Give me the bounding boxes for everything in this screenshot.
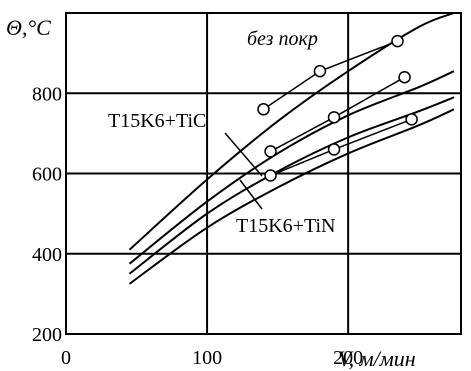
- experiment-point: [398, 70, 411, 84]
- label-tic: T15K6+TiC: [108, 110, 206, 132]
- experiment-point: [327, 143, 341, 156]
- experiment-point: [264, 169, 277, 182]
- leader-line-tin: [239, 179, 263, 210]
- leader-line-tic: [224, 132, 263, 177]
- label-uncoated: без покр: [247, 28, 318, 50]
- x-tick-label: 200: [333, 347, 363, 369]
- tick-labels: 0 100 200 200 400 600 800: [32, 83, 363, 369]
- y-tick-label: 800: [32, 83, 62, 105]
- series-line-4: [128, 108, 455, 285]
- y-tick-label: 600: [32, 164, 62, 186]
- series-line-1: [128, 12, 455, 251]
- y-axis-label: Θ,°C: [6, 15, 51, 40]
- experiment-point: [257, 103, 270, 116]
- experiment-point: [391, 34, 404, 48]
- grid: [66, 13, 461, 334]
- series-line-3: [128, 96, 455, 275]
- plot-frame: [65, 12, 462, 335]
- experiment-point: [313, 64, 327, 78]
- y-tick-label: 200: [32, 324, 62, 346]
- leader-lines: [224, 132, 263, 210]
- series-lines: [128, 12, 455, 285]
- experiment-points: [257, 34, 418, 182]
- x-axis-label: V, м/мин: [338, 346, 416, 371]
- x-tick-label: 100: [192, 347, 222, 369]
- experiment-point: [405, 113, 418, 126]
- series-line-2: [128, 70, 455, 265]
- experiment-point: [264, 145, 277, 158]
- experiment-line-3: [270, 118, 412, 177]
- experiment-point: [327, 111, 341, 124]
- label-tin: T15K6+TiN: [236, 215, 335, 237]
- y-tick-label: 400: [32, 244, 62, 266]
- x-tick-label: 0: [61, 347, 71, 369]
